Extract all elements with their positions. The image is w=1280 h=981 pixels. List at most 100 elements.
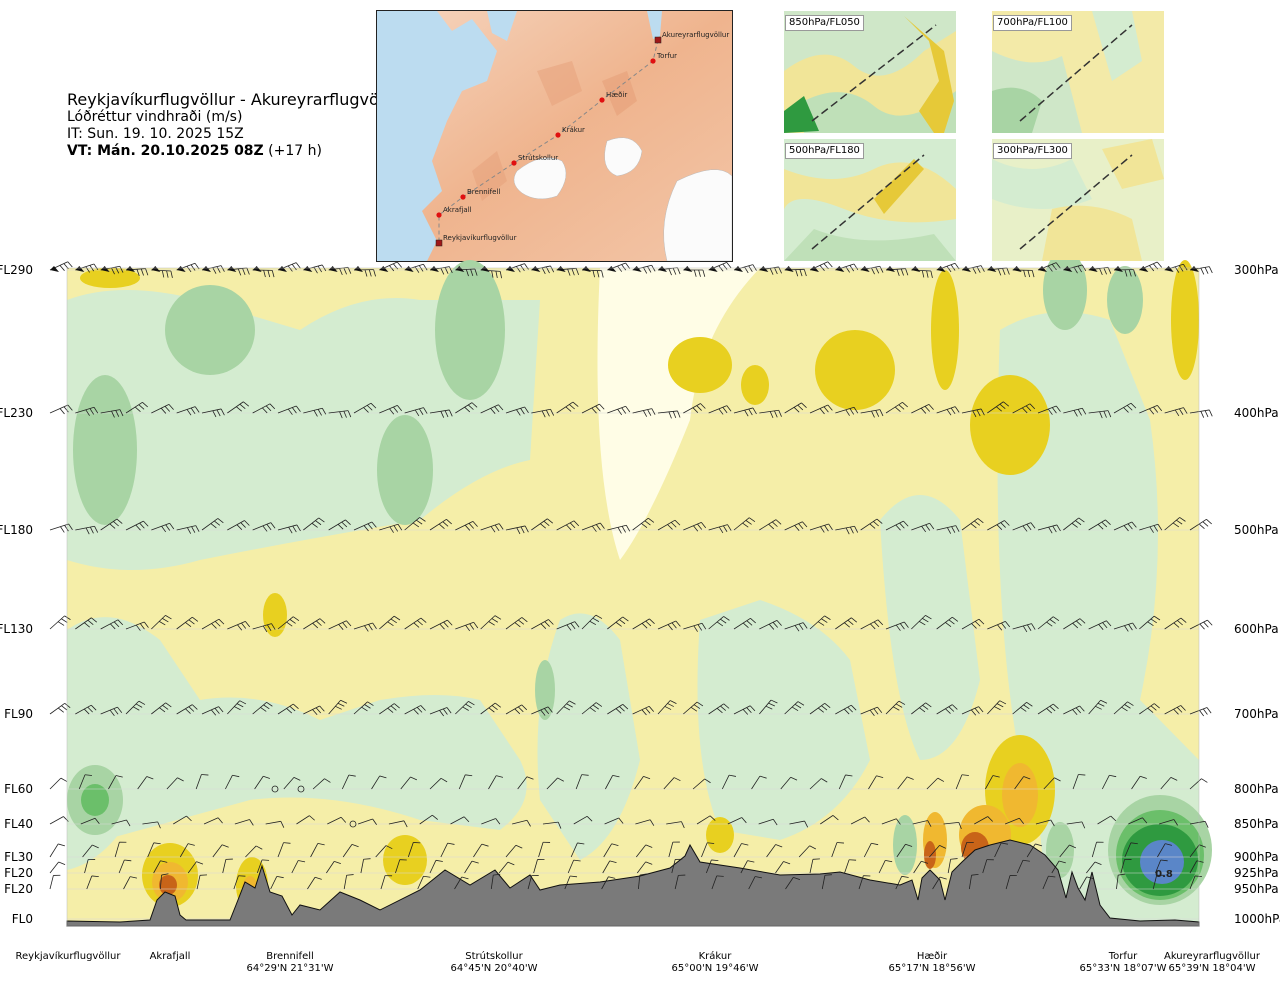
pressure-level-label: 950hPa <box>1234 882 1279 896</box>
wind-barb <box>296 815 315 825</box>
wind-barb <box>1063 705 1085 716</box>
wind-barb <box>758 818 778 826</box>
terrain-profile <box>66 839 1200 927</box>
wind-barb <box>277 405 301 415</box>
wind-barb <box>987 520 1010 531</box>
wind-barb <box>147 842 161 858</box>
wind-barb <box>84 859 96 874</box>
wind-barb <box>860 619 884 630</box>
velocity-contour <box>924 841 936 869</box>
pressure-level-label: 1000hPa <box>1234 912 1280 926</box>
wind-barb <box>227 520 250 531</box>
wind-barb <box>371 775 387 790</box>
pressure-level-label: 900hPa <box>1234 850 1279 864</box>
wind-barb <box>527 875 539 890</box>
wind-barb <box>227 620 251 631</box>
wind-barb <box>1037 262 1061 272</box>
wind-barb <box>277 842 291 858</box>
wind-barb <box>1189 707 1212 717</box>
wind-barb <box>531 619 554 630</box>
wind-barb <box>733 705 756 715</box>
wind-barb <box>635 819 655 826</box>
wind-barb <box>254 775 270 790</box>
wind-barb <box>75 525 99 535</box>
wind-barb <box>1113 521 1137 532</box>
wind-barb <box>785 877 801 890</box>
wind-barb <box>961 841 974 858</box>
wind-barb <box>277 616 300 630</box>
wind-barb <box>429 518 452 531</box>
wind-barb <box>721 774 737 790</box>
waypoint-label: Krákur 65°00'N 19°46'W <box>655 951 775 975</box>
wind-barb <box>564 875 578 890</box>
wind-barb <box>1088 410 1112 419</box>
wind-barb <box>153 860 168 874</box>
waypoint-label: Akureyrarflugvöllur 65°39'N 18°04'W <box>1152 951 1272 975</box>
wind-barb <box>929 845 947 858</box>
wind-barb <box>75 704 97 715</box>
wind-barb <box>75 617 98 630</box>
wind-barb <box>1043 777 1061 790</box>
wind-barb <box>1037 616 1060 630</box>
velocity-contour <box>159 875 177 895</box>
velocity-contour <box>815 330 895 410</box>
wind-barb <box>895 875 909 890</box>
wind-barb <box>100 706 123 716</box>
velocity-contour <box>970 375 1050 475</box>
wind-barb <box>252 403 276 414</box>
wind-barb <box>481 818 501 825</box>
wind-barb <box>1120 859 1132 874</box>
wind-barb <box>1042 875 1056 890</box>
waypoint-name: Torfur <box>1108 951 1138 962</box>
wind-barb <box>961 618 985 630</box>
wind-barb <box>303 618 326 630</box>
wind-barb <box>233 875 246 890</box>
wind-barb <box>1091 841 1104 858</box>
waypoint-name: Brennifell <box>266 951 314 962</box>
route-waypoint-label: Krákur <box>562 126 585 134</box>
wind-barb <box>1113 701 1134 715</box>
wind-barb <box>86 875 99 890</box>
wind-barb <box>1139 261 1163 272</box>
wind-barb <box>353 701 374 715</box>
wind-barb <box>176 406 200 416</box>
flight-level-label: FL180 <box>0 523 33 537</box>
wind-barb <box>538 841 551 858</box>
wind-barb <box>733 517 756 531</box>
wind-barb <box>80 817 100 825</box>
wind-barb <box>473 843 489 858</box>
wind-barb <box>570 842 585 858</box>
wind-barb <box>632 264 656 274</box>
valid-time: VT: Mán. 20.10.2025 08Z <box>67 143 264 159</box>
wind-barb <box>277 703 299 715</box>
waypoint-name: Akrafjall <box>149 951 191 962</box>
pressure-level-label: 800hPa <box>1234 782 1279 796</box>
flight-level-label: FL60 <box>4 782 33 796</box>
wind-barb <box>602 860 617 874</box>
wind-barb <box>835 617 858 630</box>
wind-barb <box>567 859 581 874</box>
wind-barb <box>159 873 169 890</box>
wind-barb <box>1113 266 1136 277</box>
wind-barb <box>303 517 325 531</box>
wind-barb <box>429 266 453 275</box>
velocity-contour <box>81 784 109 816</box>
wind-barb <box>379 615 401 630</box>
route-waypoint-label: Brennifell <box>467 188 500 196</box>
wind-barb <box>328 620 352 630</box>
inset-label: 300hPa/FL300 <box>993 143 1072 159</box>
wind-barb <box>683 403 706 414</box>
wind-barb <box>1037 405 1061 415</box>
wind-barb <box>429 619 453 630</box>
wind-barb <box>417 875 431 890</box>
wind-barb <box>860 706 883 716</box>
wind-barb <box>429 707 452 717</box>
wind-barb <box>748 876 763 890</box>
wind-barb <box>1189 860 1204 874</box>
wind-barb <box>227 401 250 414</box>
wind-barb <box>201 706 224 716</box>
wind-barb <box>835 406 859 416</box>
wind-barb <box>885 700 906 715</box>
wind-barb <box>151 404 174 414</box>
wind-barb <box>1189 518 1212 531</box>
